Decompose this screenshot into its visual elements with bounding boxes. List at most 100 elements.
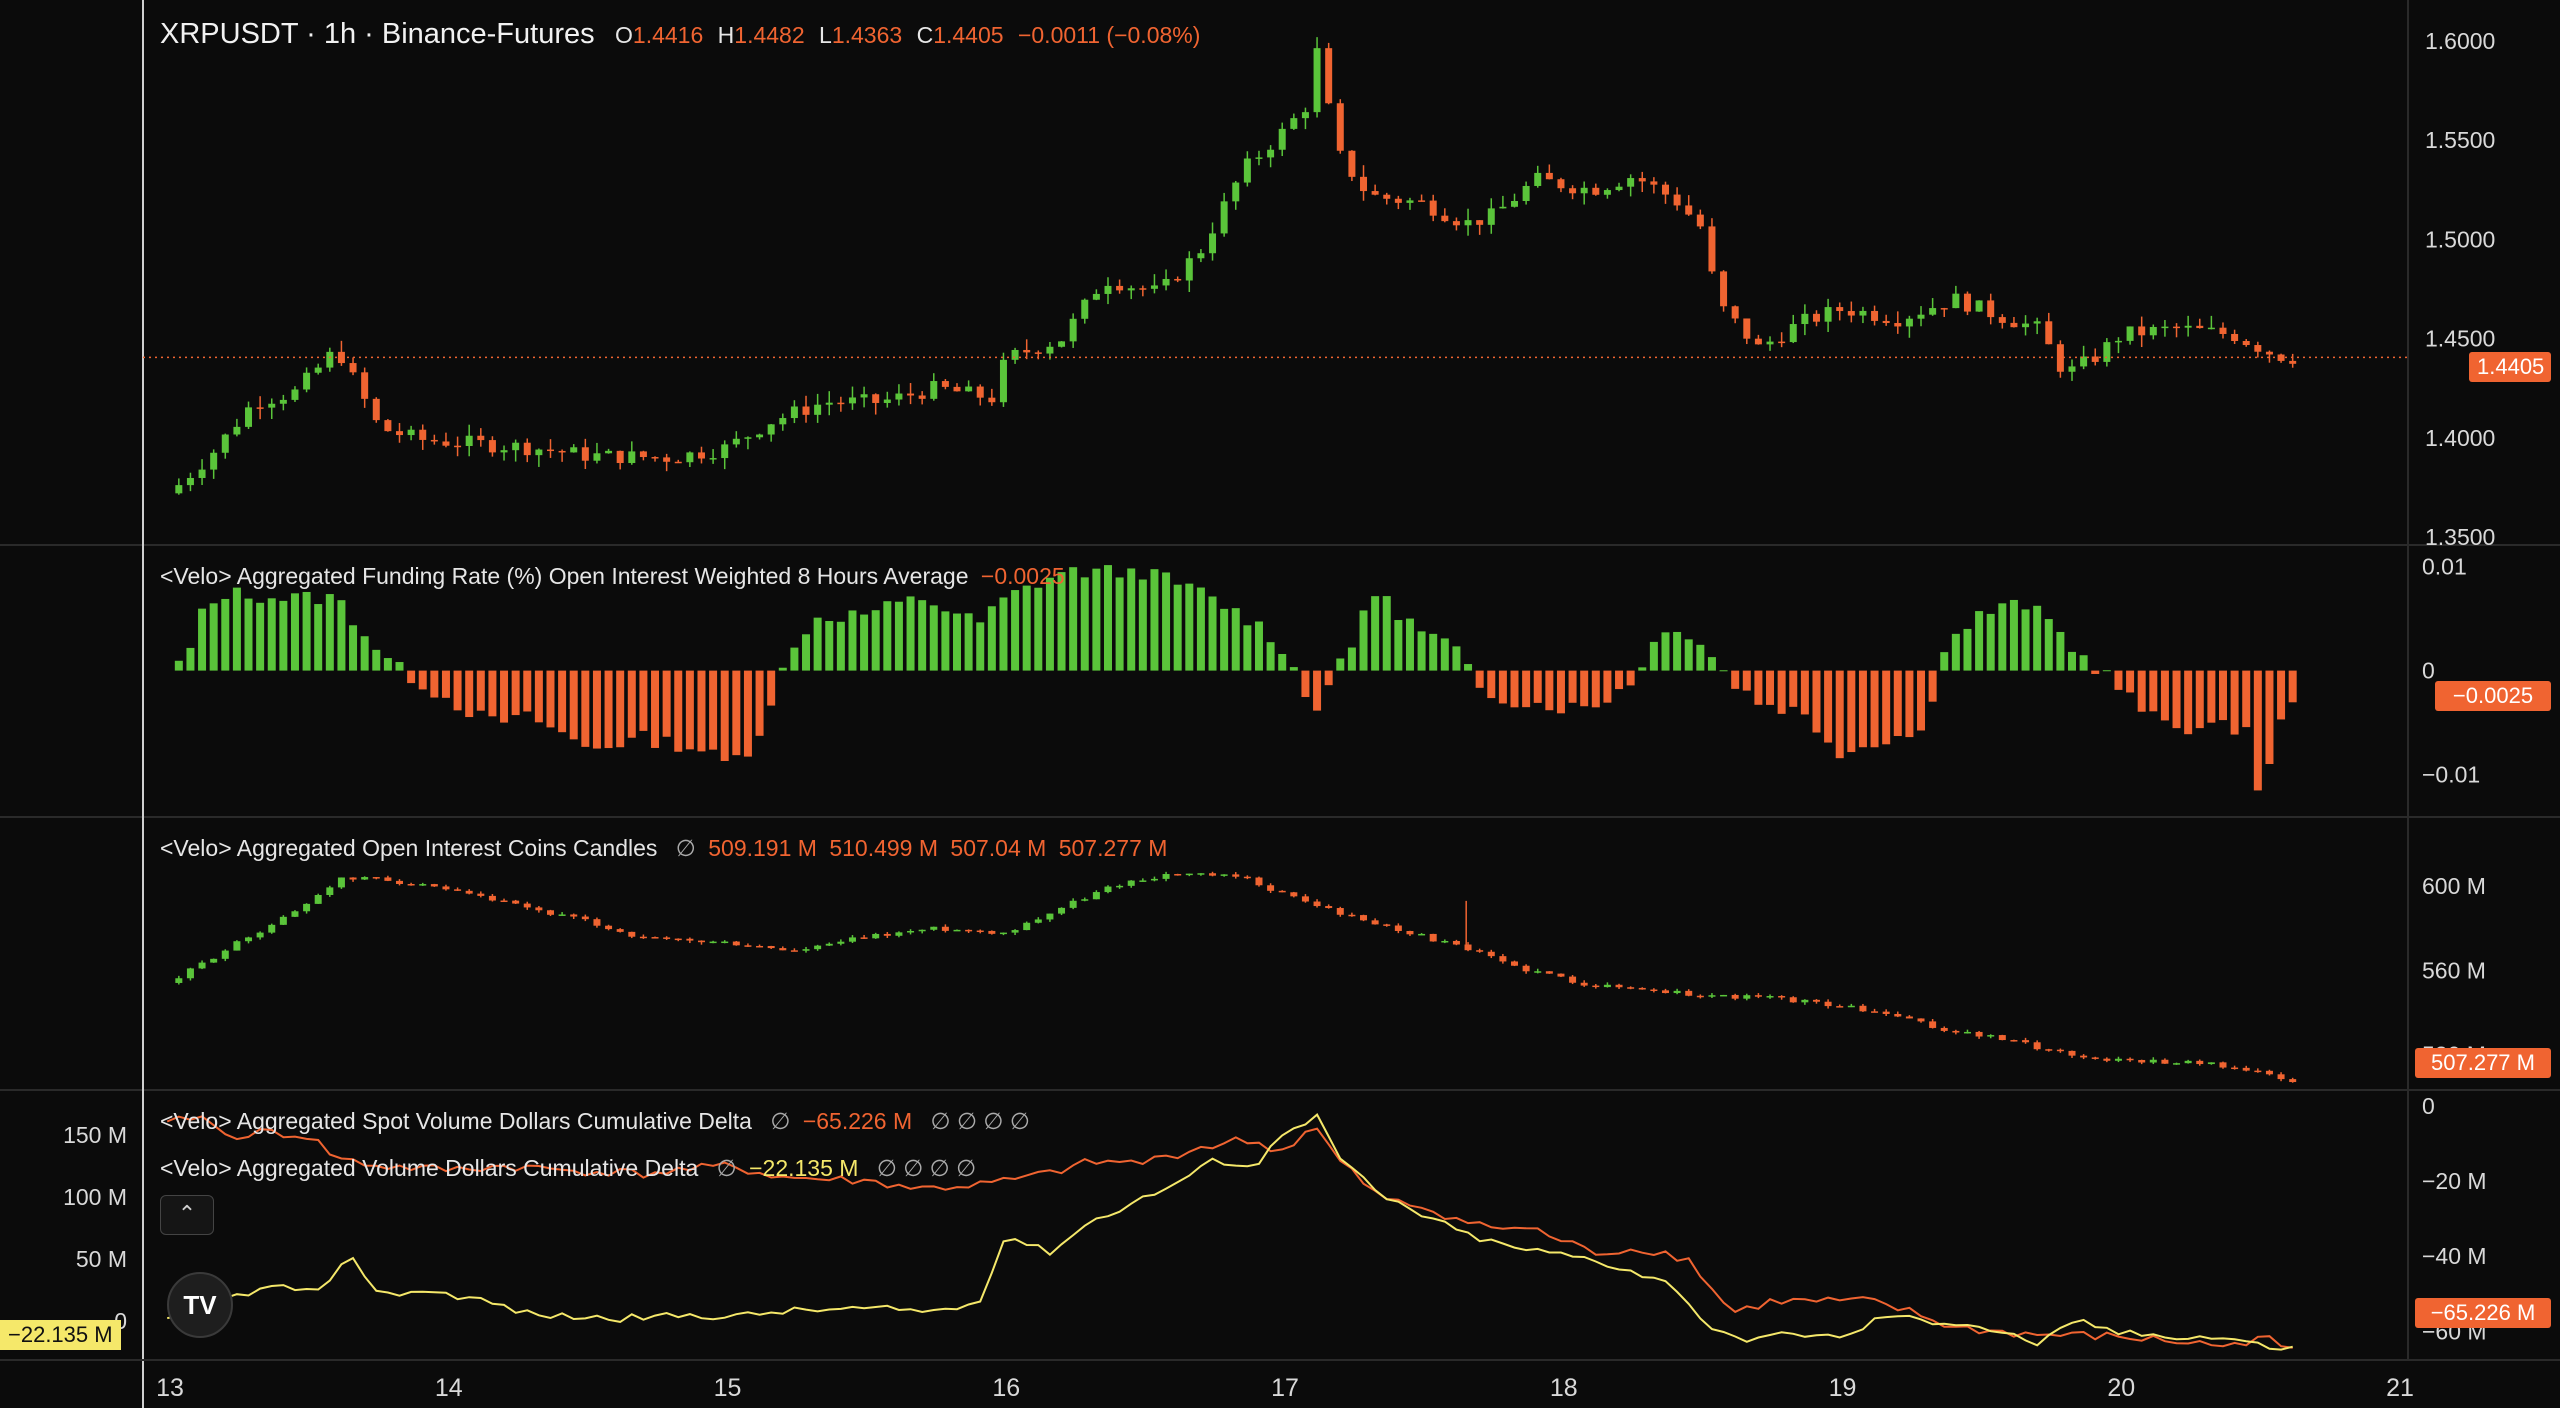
price-candle bbox=[245, 407, 253, 427]
oi-candle bbox=[337, 877, 345, 888]
symbol-title[interactable]: XRPUSDT · 1h · Binance-Futures bbox=[160, 18, 595, 50]
oi-candle bbox=[2207, 1062, 2215, 1065]
price-candle bbox=[1603, 190, 1611, 195]
funding-bar bbox=[2091, 670, 2100, 674]
funding-bar bbox=[1127, 568, 1136, 671]
price-axis-tick: 1.6000 bbox=[2425, 28, 2495, 54]
oi-candle bbox=[1987, 1035, 1995, 1037]
price-candle bbox=[198, 469, 206, 478]
price-candle bbox=[1812, 313, 1820, 322]
oi-candle bbox=[1023, 922, 1031, 931]
oi-candle bbox=[1894, 1013, 1902, 1017]
price-candle bbox=[628, 451, 636, 464]
funding-bar bbox=[267, 598, 276, 671]
funding-bar bbox=[1905, 670, 1914, 738]
funding-bar bbox=[2009, 599, 2018, 671]
funding-bar bbox=[848, 610, 857, 671]
funding-bar bbox=[325, 594, 334, 671]
oi-title[interactable]: <Velo> Aggregated Open Interest Coins Ca… bbox=[160, 835, 658, 861]
funding-bar bbox=[290, 593, 299, 671]
price-candle bbox=[721, 444, 729, 459]
price-axis-tick: 1.5500 bbox=[2425, 127, 2495, 153]
funding-bar bbox=[453, 670, 462, 711]
oi-candle bbox=[198, 962, 206, 969]
oi-candle bbox=[1789, 997, 1797, 1003]
null-icons: ∅ ∅ ∅ ∅ bbox=[930, 1108, 1030, 1134]
funding-bar bbox=[314, 604, 323, 671]
oi-candle bbox=[1150, 878, 1158, 881]
price-candle bbox=[419, 429, 427, 440]
funding-bar bbox=[1986, 613, 1995, 671]
oi-candle bbox=[1534, 971, 1542, 973]
oi-open: 509.191 M bbox=[708, 835, 817, 861]
price-candle bbox=[907, 393, 915, 396]
funding-bar bbox=[256, 602, 265, 671]
funding-bar bbox=[1429, 633, 1438, 671]
oi-close: 507.277 M bbox=[1058, 835, 1168, 861]
funding-bar bbox=[2288, 670, 2297, 703]
funding-bar bbox=[1324, 670, 1333, 686]
oi-candle bbox=[674, 938, 682, 941]
funding-bar bbox=[407, 670, 416, 684]
price-candle bbox=[1650, 181, 1658, 185]
price-candle bbox=[221, 434, 229, 453]
funding-bar bbox=[906, 596, 915, 671]
collapse-legend-button[interactable]: ⌃ bbox=[160, 1195, 214, 1235]
price-candle bbox=[2126, 326, 2134, 341]
funding-bar bbox=[395, 662, 404, 671]
oi-axis-tick: 600 M bbox=[2422, 873, 2486, 899]
oi-candle bbox=[1464, 944, 1472, 951]
logo-text: TV bbox=[183, 1290, 217, 1320]
oi-candle bbox=[1975, 1031, 1983, 1037]
spot-cvd-title[interactable]: <Velo> Aggregated Spot Volume Dollars Cu… bbox=[160, 1108, 752, 1134]
price-candle bbox=[883, 399, 891, 403]
funding-bar bbox=[929, 605, 938, 671]
funding-bar bbox=[1231, 608, 1240, 671]
oi-candle bbox=[697, 940, 705, 943]
price-axis-tick: 1.5000 bbox=[2425, 226, 2495, 252]
funding-bar bbox=[1556, 670, 1565, 714]
price-candle bbox=[2289, 360, 2297, 364]
funding-bar bbox=[1917, 670, 1926, 731]
price-candle bbox=[186, 477, 194, 486]
price-axis-tick: 1.4000 bbox=[2425, 425, 2495, 451]
last-price-tag: 1.4405 bbox=[2469, 352, 2551, 382]
oi-candle bbox=[233, 941, 241, 951]
oi-candle bbox=[872, 933, 880, 939]
oi-candle bbox=[1255, 877, 1263, 886]
oi-candle bbox=[2265, 1070, 2273, 1075]
funding-bar bbox=[894, 601, 903, 671]
cvd-title[interactable]: <Velo> Aggregated Volume Dollars Cumulat… bbox=[160, 1155, 699, 1181]
oi-candle bbox=[1046, 913, 1054, 920]
funding-bar bbox=[2044, 619, 2053, 671]
oi-candle bbox=[837, 941, 845, 944]
oi-candle bbox=[2045, 1049, 2053, 1051]
price-candle bbox=[651, 457, 659, 459]
funding-bar bbox=[1266, 642, 1275, 671]
oi-candle bbox=[1081, 899, 1089, 901]
price-candle bbox=[581, 447, 589, 461]
oi-candle bbox=[581, 916, 589, 920]
oi-candle bbox=[907, 930, 915, 933]
funding-bar bbox=[1626, 670, 1635, 686]
main-legend: XRPUSDT · 1h · Binance-Futures O1.4416 H… bbox=[160, 18, 1208, 51]
funding-bar bbox=[1475, 670, 1484, 688]
oi-candle bbox=[1847, 1005, 1855, 1008]
oi-candle bbox=[1998, 1035, 2006, 1041]
price-candle bbox=[1441, 215, 1449, 222]
funding-bar bbox=[1940, 652, 1949, 671]
funding-title[interactable]: <Velo> Aggregated Funding Rate (%) Open … bbox=[160, 563, 969, 589]
oi-candle bbox=[639, 936, 647, 939]
price-candle bbox=[790, 406, 798, 419]
oi-candle bbox=[1615, 984, 1623, 988]
funding-bar bbox=[1835, 670, 1844, 759]
funding-bar bbox=[1661, 632, 1670, 671]
funding-bar bbox=[1092, 568, 1101, 671]
funding-bar bbox=[2277, 670, 2286, 720]
funding-bar bbox=[1347, 647, 1356, 671]
funding-bar bbox=[1882, 670, 1891, 745]
tradingview-logo-icon[interactable]: TV bbox=[167, 1272, 233, 1338]
price-candle bbox=[605, 450, 613, 454]
oi-candle bbox=[1905, 1016, 1913, 1019]
